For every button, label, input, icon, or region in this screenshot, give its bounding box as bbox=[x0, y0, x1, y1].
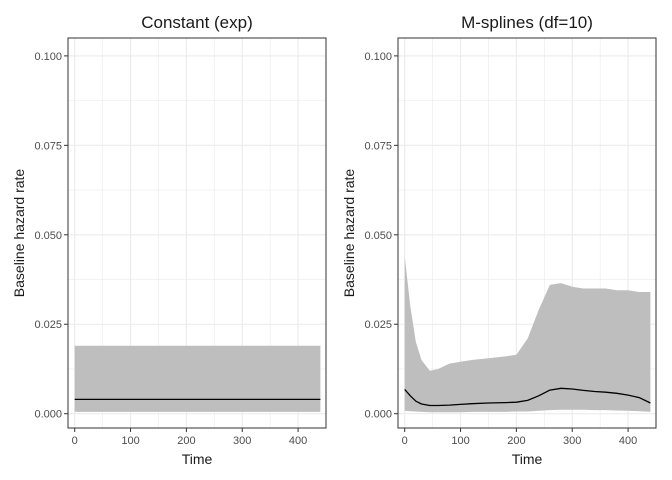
x-tick-label: 300 bbox=[233, 435, 251, 447]
x-tick-label: 400 bbox=[289, 435, 307, 447]
y-axis-title: Baseline hazard rate bbox=[11, 169, 27, 298]
x-tick-label: 300 bbox=[563, 435, 581, 447]
x-tick-label: 200 bbox=[507, 435, 525, 447]
x-tick-label: 0 bbox=[402, 435, 408, 447]
x-tick-label: 100 bbox=[121, 435, 139, 447]
chart-title: Constant (exp) bbox=[141, 13, 253, 32]
chart-title: M-splines (df=10) bbox=[461, 13, 593, 32]
panel-m-splines: 0 100 200 300 400 0.000 0.025 0.050 0.075 0.100 M-… bbox=[341, 13, 657, 467]
y-tick-label: 0.025 bbox=[364, 319, 392, 331]
hazard-line bbox=[404, 387, 651, 407]
x-axis-title: Time bbox=[182, 451, 213, 467]
y-tick-label: 0.100 bbox=[34, 51, 62, 63]
y-tick-label: 0.050 bbox=[364, 230, 392, 242]
confidence-band bbox=[404, 256, 651, 413]
y-tick-label: 0.025 bbox=[34, 319, 62, 331]
x-axis-title: Time bbox=[512, 451, 543, 467]
x-tick-label: 200 bbox=[177, 435, 195, 447]
panel-constant-exp: 0 100 200 300 400 0.000 0.025 0.050 0.075 0.100 Co… bbox=[11, 13, 327, 467]
y-tick-label: 0.000 bbox=[364, 409, 392, 421]
confidence-band bbox=[74, 345, 321, 412]
y-tick-label: 0.050 bbox=[34, 230, 62, 242]
panel-border bbox=[67, 37, 327, 429]
y-tick-label: 0.000 bbox=[34, 409, 62, 421]
y-axis-title: Baseline hazard rate bbox=[341, 169, 357, 298]
x-tick-label: 400 bbox=[619, 435, 637, 447]
panel-border bbox=[397, 37, 657, 429]
y-tick-label: 0.075 bbox=[364, 140, 392, 152]
y-tick-label: 0.075 bbox=[34, 140, 62, 152]
y-tick-label: 0.100 bbox=[364, 51, 392, 63]
x-tick-label: 100 bbox=[451, 435, 469, 447]
x-tick-label: 0 bbox=[72, 435, 78, 447]
